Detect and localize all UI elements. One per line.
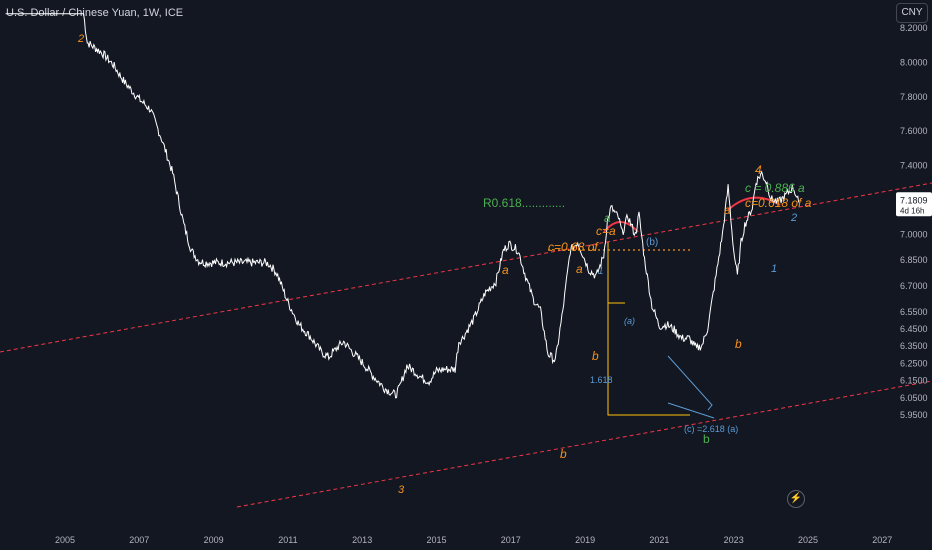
x-tick-label: 2015 — [426, 535, 446, 545]
wave-label: 1.618 — [590, 375, 613, 385]
y-tick-label: 8.0000 — [900, 57, 928, 67]
x-tick-label: 2025 — [798, 535, 818, 545]
wave-label: 3 — [398, 484, 405, 496]
wave-label: 4 — [755, 163, 762, 177]
wave-label: (a) — [624, 316, 635, 326]
y-tick-label: 5.9500 — [900, 410, 928, 420]
wave-label: a — [576, 262, 583, 276]
wave-label: c = 0.886 a — [745, 181, 805, 195]
channel-upper-line — [0, 182, 932, 353]
wave-label: c=0.618 of a — [745, 196, 812, 210]
wave-label: (b) — [646, 237, 658, 248]
current-price-label: 7.1809 — [900, 195, 928, 205]
wedge-lower-line — [667, 402, 715, 419]
y-tick-label: 6.1500 — [900, 376, 928, 386]
x-tick-label: 2007 — [129, 535, 149, 545]
wave-label: 1 — [598, 266, 604, 277]
arc-marker-2 — [727, 196, 781, 211]
price-box — [896, 192, 932, 217]
y-tick-label: 6.0500 — [900, 393, 928, 403]
y-tick-label: 6.3500 — [900, 341, 928, 351]
x-tick-label: 2027 — [872, 535, 892, 545]
y-tick-label: 6.2500 — [900, 358, 928, 368]
x-tick-label: 2005 — [55, 535, 75, 545]
wave-label: b — [592, 349, 599, 363]
chart-title: U.S. Dollar / Chinese Yuan, 1W, ICE — [6, 7, 184, 19]
currency-button[interactable]: CNY — [896, 3, 928, 23]
wave-label: R0.618............. — [483, 196, 565, 210]
wave-label: b — [560, 447, 567, 461]
y-tick-label: 7.6000 — [900, 126, 928, 136]
y-tick-label: 6.5500 — [900, 307, 928, 317]
wave-label: 2 — [790, 212, 797, 224]
wave-label: c=0.68 of — [548, 240, 599, 254]
x-tick-label: 2019 — [575, 535, 595, 545]
y-tick-label: 7.0000 — [900, 229, 928, 239]
price-line — [5, 13, 800, 399]
fib-extension-bracket — [607, 242, 690, 416]
wave-label: a — [724, 203, 731, 217]
x-tick-label: 2009 — [204, 535, 224, 545]
wedge-upper-line — [667, 355, 713, 411]
wave-label: a — [604, 211, 611, 225]
y-tick-label: 6.4500 — [900, 324, 928, 334]
wave-label: 2 — [77, 33, 84, 45]
wave-label: b — [703, 432, 710, 446]
x-tick-label: 2013 — [352, 535, 372, 545]
wave-label: b — [735, 337, 742, 351]
countdown-label: 4d 16h — [900, 206, 924, 215]
wave-label: a — [502, 263, 509, 277]
channel-lower-line — [236, 380, 932, 508]
y-tick-label: 6.8500 — [900, 255, 928, 265]
x-tick-label: 2023 — [724, 535, 744, 545]
lightning-icon[interactable]: ⚡ — [787, 490, 805, 508]
x-tick-label: 2011 — [278, 535, 297, 545]
y-tick-label: 7.8000 — [900, 92, 928, 102]
y-tick-label: 6.7000 — [900, 281, 928, 291]
y-tick-label: 8.2000 — [900, 23, 928, 33]
x-tick-label: 2017 — [501, 535, 521, 545]
y-tick-label: 7.4000 — [900, 161, 928, 171]
x-tick-label: 2021 — [649, 535, 669, 545]
wave-label: c=a — [596, 224, 616, 238]
wave-label: 1 — [771, 263, 777, 275]
wave-label: (c) =2.618 (a) — [684, 424, 738, 434]
